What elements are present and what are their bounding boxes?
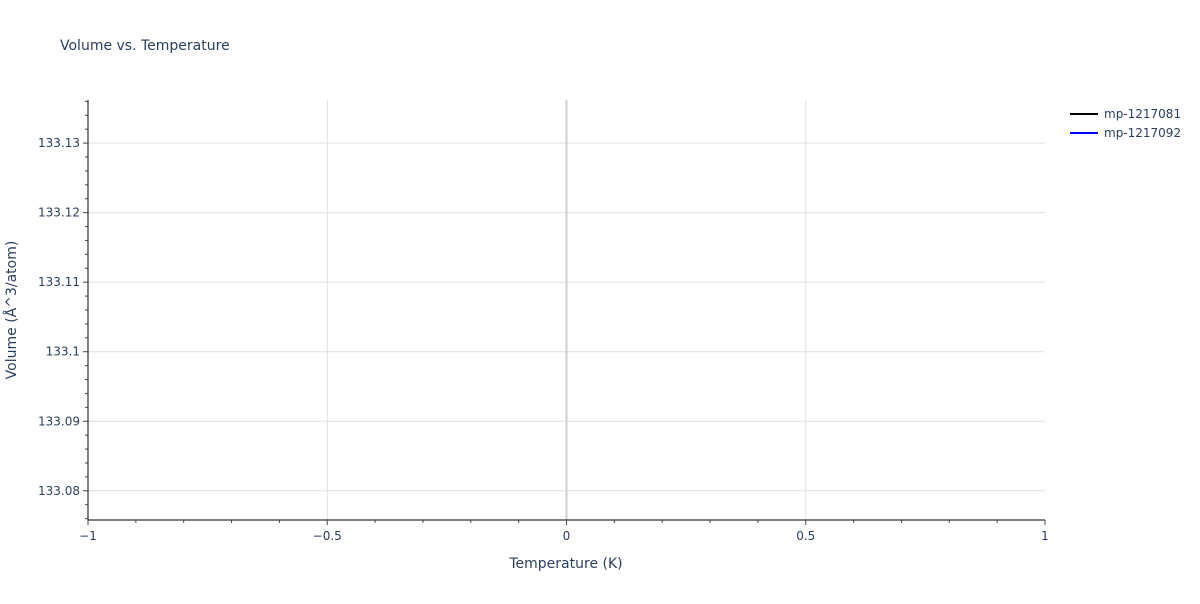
y-tick-label: 133.08: [38, 484, 80, 498]
legend-item[interactable]: mp-1217081: [1070, 107, 1181, 121]
x-tick-label: −0.5: [313, 529, 342, 543]
x-tick-label: 0.5: [796, 529, 815, 543]
y-tick-label: 133.11: [38, 275, 80, 289]
legend[interactable]: mp-1217081 mp-1217092: [1070, 107, 1181, 140]
y-tick-label: 133.09: [38, 414, 80, 428]
y-tick-label: 133.13: [38, 136, 80, 150]
x-tick-label: −1: [79, 529, 97, 543]
x-tick-label: 0: [563, 529, 571, 543]
x-axis-label: Temperature (K): [508, 556, 622, 572]
x-tick-label: 1: [1041, 529, 1049, 543]
y-axis-label: Volume (Å^3/atom): [3, 241, 20, 380]
legend-label: mp-1217092: [1104, 126, 1181, 140]
legend-label: mp-1217081: [1104, 107, 1181, 121]
y-tick-label: 133.1: [46, 345, 80, 359]
grid: [88, 100, 1045, 520]
chart-title: Volume vs. Temperature: [60, 38, 230, 54]
y-tick-label: 133.12: [38, 206, 80, 220]
axes: −1 −0.5 0 0.5 1 133.08 133.09 133.1 133.11 133.12…: [38, 100, 1049, 543]
legend-item[interactable]: mp-1217092: [1070, 126, 1181, 140]
